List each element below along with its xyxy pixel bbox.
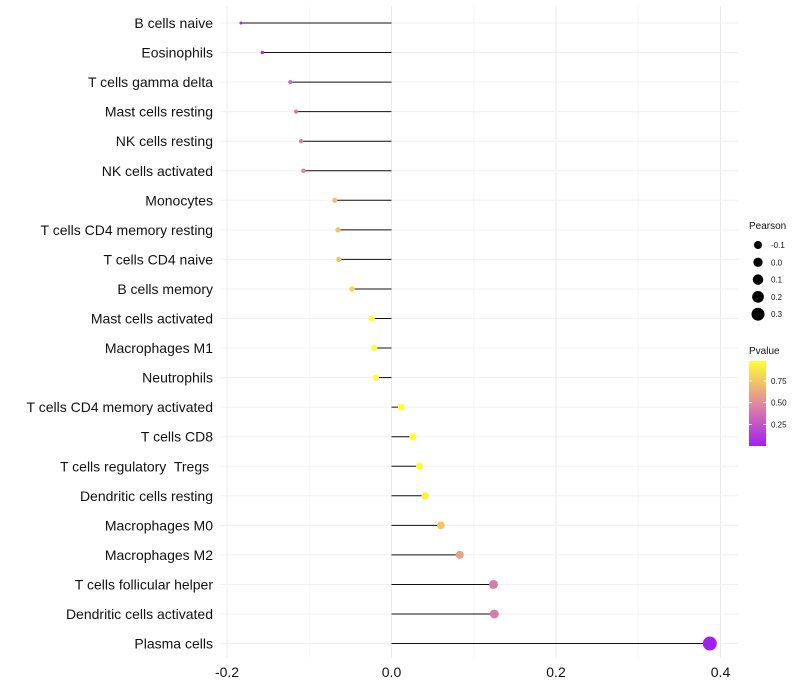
- x-tick-label: 0.0: [382, 664, 402, 680]
- size-legend-dot: [752, 274, 764, 285]
- category-label: Mast cells activated: [91, 311, 213, 327]
- lollipop-point: [372, 374, 379, 381]
- category-label: T cells CD4 memory resting: [41, 222, 213, 238]
- lollipop-point: [371, 344, 378, 352]
- lollipop-point: [368, 315, 375, 322]
- lollipop-point: [409, 433, 417, 441]
- size-legend-dot: [751, 307, 765, 321]
- lollipop-point: [415, 462, 424, 470]
- category-label: NK cells activated: [102, 163, 213, 179]
- size-legend-label: 0.3: [771, 310, 783, 319]
- x-axis-ticks: -0.2 0.0 0.2 0.4: [215, 664, 731, 680]
- category-label: T cells CD8: [141, 429, 213, 445]
- lollipop-point: [336, 256, 342, 263]
- category-label: Plasma cells: [134, 636, 213, 652]
- category-label: Neutrophils: [142, 370, 213, 386]
- category-label: B cells memory: [117, 281, 213, 297]
- lollipop-layer: [239, 21, 717, 651]
- lollipop-point: [301, 168, 306, 173]
- size-legend-label: 0.1: [771, 276, 783, 285]
- x-tick-label: -0.2: [215, 664, 239, 680]
- category-label: Macrophages M1: [105, 340, 213, 356]
- grid-layer: [220, 6, 738, 658]
- color-legend-label: 0.50: [771, 399, 787, 408]
- category-label: Dendritic cells resting: [80, 488, 213, 504]
- category-label: T cells regulatory Tregs: [60, 458, 213, 474]
- category-label: T cells CD4 memory activated: [27, 399, 213, 415]
- size-legend-label: -0.1: [771, 241, 785, 250]
- lollipop-point: [288, 80, 293, 85]
- x-tick-label: 0.2: [546, 664, 566, 680]
- lollipop-point: [298, 139, 304, 144]
- size-legend-title: Pearson: [749, 221, 786, 232]
- size-legend-items: -0.1 0.0 0.1 0.2 0.3: [751, 241, 785, 321]
- category-label: NK cells resting: [116, 133, 213, 149]
- lollipop-point: [489, 609, 499, 619]
- color-legend-label: 0.75: [771, 377, 787, 386]
- lollipop-point: [455, 550, 464, 559]
- category-label: B cells naive: [134, 15, 213, 31]
- lollipop-point: [332, 197, 338, 203]
- lollipop-point: [349, 286, 355, 292]
- color-legend-label: 0.25: [771, 420, 787, 429]
- category-label: Macrophages M0: [105, 517, 213, 533]
- size-legend-dot: [752, 291, 764, 303]
- size-legend-label: 0.0: [771, 258, 783, 267]
- size-legend-dot: [754, 241, 762, 249]
- lollipop-point: [437, 521, 445, 530]
- category-label: Monocytes: [145, 192, 213, 208]
- lollipop-point: [702, 636, 717, 651]
- lollipop-point: [397, 403, 405, 411]
- category-label: Macrophages M2: [105, 547, 213, 563]
- category-label: Dendritic cells activated: [66, 606, 213, 622]
- lollipop-point: [335, 227, 341, 233]
- color-legend-title: Pvalue: [749, 346, 780, 357]
- color-legend-ticks: 0.25 0.50 0.75: [749, 377, 787, 429]
- x-tick-label: 0.4: [711, 664, 731, 680]
- category-label: Eosinophils: [141, 45, 213, 61]
- category-label: T cells CD4 naive: [104, 251, 214, 267]
- lollipop-point: [260, 50, 265, 55]
- lollipop-point: [489, 579, 498, 589]
- category-label: Mast cells resting: [105, 104, 213, 120]
- pvalue-colorbar: [749, 361, 766, 446]
- lollipop-point: [239, 21, 243, 25]
- category-labels: B cells naive Eosinophils T cells gamma de…: [27, 15, 214, 652]
- category-label: T cells follicular helper: [75, 576, 214, 592]
- size-legend-label: 0.2: [771, 293, 783, 302]
- legend: Pearson -0.1 0.0 0.1 0.2 0.3 Pvalue 0.25 0.50…: [749, 221, 787, 446]
- category-label: T cells gamma delta: [88, 74, 213, 90]
- lollipop-point: [293, 109, 299, 114]
- size-legend-dot: [753, 257, 763, 267]
- lollipop-point: [421, 492, 429, 500]
